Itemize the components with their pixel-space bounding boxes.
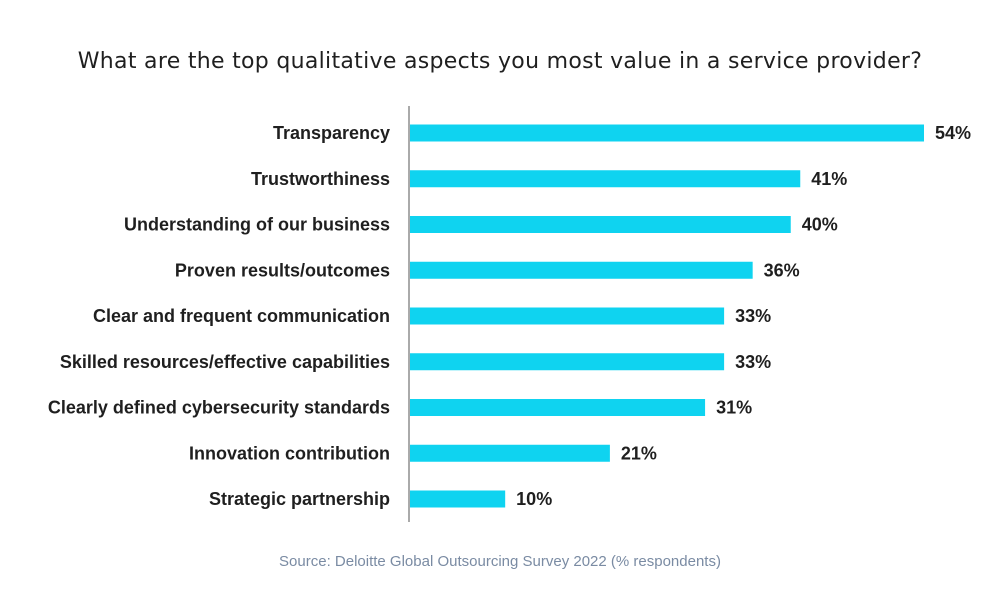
bar — [410, 124, 924, 142]
category-label: Strategic partnership — [209, 489, 390, 509]
category-label: Skilled resources/effective capabilities — [60, 352, 390, 372]
value-label: 40% — [802, 215, 838, 235]
bar — [410, 216, 791, 233]
category-label: Understanding of our business — [124, 215, 390, 235]
value-label: 36% — [764, 260, 800, 280]
category-label: Innovation contribution — [189, 443, 390, 463]
category-label: Transparency — [273, 123, 390, 143]
category-label: Clear and frequent communication — [93, 306, 390, 326]
bar — [410, 307, 725, 325]
source-note: Source: Deloitte Global Outsourcing Surv… — [279, 553, 721, 570]
bar — [410, 353, 725, 371]
bar — [410, 444, 610, 462]
category-label: Proven results/outcomes — [175, 260, 390, 280]
value-label: 33% — [735, 306, 771, 326]
category-label: Clearly defined cybersecurity standards — [48, 398, 390, 418]
bar — [410, 399, 706, 416]
value-label: 31% — [716, 398, 752, 418]
bar — [410, 490, 506, 508]
value-label: 33% — [735, 352, 771, 372]
value-label: 54% — [935, 123, 971, 143]
value-label: 41% — [811, 169, 847, 189]
value-label: 21% — [621, 443, 657, 463]
bar — [410, 261, 753, 279]
category-label: Trustworthiness — [251, 169, 390, 189]
bar — [410, 170, 801, 188]
bars-group: Transparency 54% Trustworthiness 41% Underst… — [48, 123, 971, 509]
value-label: 10% — [516, 489, 552, 509]
chart-title: What are the top qualitative aspects you… — [78, 49, 922, 74]
